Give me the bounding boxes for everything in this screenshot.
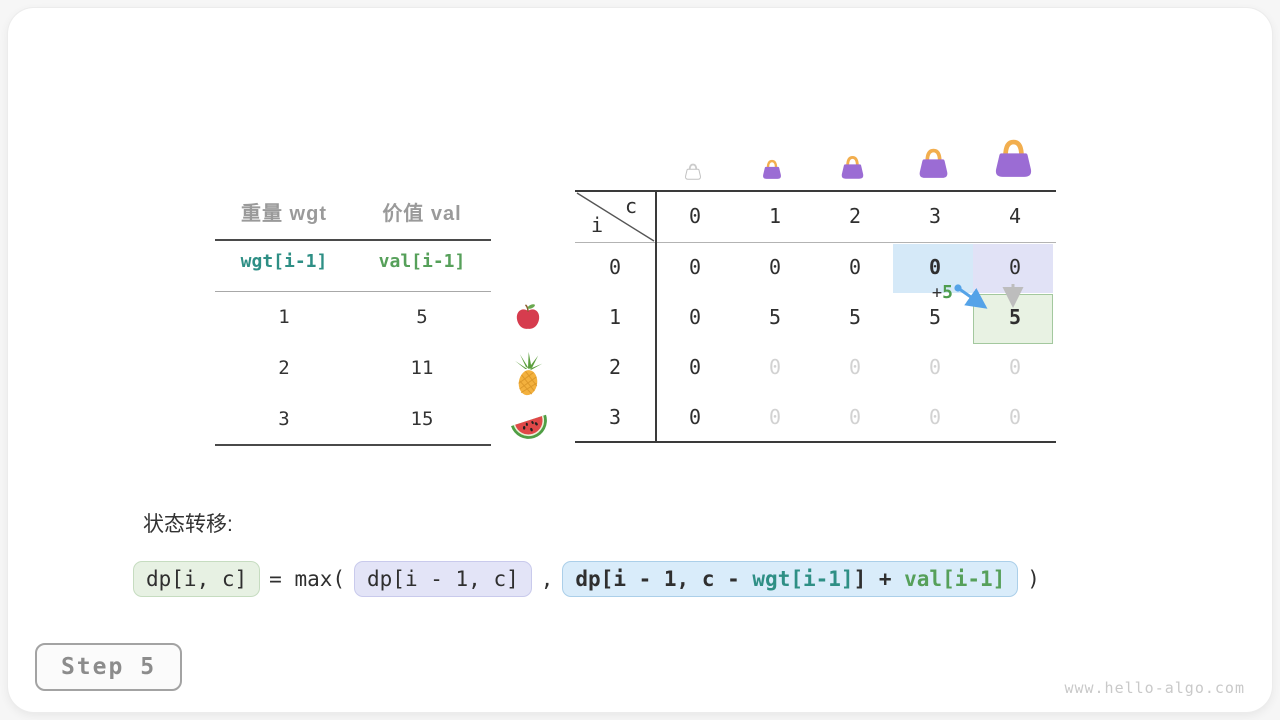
row-var-label: i <box>591 213 604 237</box>
col-var-label: c <box>624 194 637 218</box>
row-header: 2 <box>608 355 622 379</box>
val-term: val[i-1] <box>904 567 1006 591</box>
val-subheader: val[i-1] <box>378 251 466 272</box>
state-transition-label: 状态转移: <box>143 513 233 536</box>
wgt-term: wgt[i-1] <box>752 567 854 591</box>
watermark: www.hello-algo.com <box>1064 679 1245 697</box>
empty-bag-icon <box>683 162 703 185</box>
col-header: 4 <box>1008 204 1022 228</box>
formula-option2: dp[i - 1, c - wgt[i-1]] + val[i-1] <box>562 561 1019 597</box>
dp-cell: 0 <box>688 405 702 429</box>
formula-lhs: dp[i, c] <box>133 561 261 597</box>
bag-icon-3 <box>915 146 952 185</box>
dp-cell-pending: 0 <box>768 405 782 429</box>
weight-column-header: 重量 wgt <box>241 203 327 225</box>
row-header: 3 <box>608 405 622 429</box>
formula-close-paren: ) <box>1027 567 1040 591</box>
divider <box>575 441 1056 443</box>
row-header: 1 <box>608 305 622 329</box>
divider <box>575 190 1056 192</box>
watermelon-icon <box>509 406 549 442</box>
value-cell: 5 <box>416 306 428 328</box>
dp-cell: 0 <box>688 305 702 329</box>
dp-cell-source-lavender: 0 <box>1008 255 1022 279</box>
divider <box>575 242 1056 243</box>
dp-cell: 0 <box>768 255 782 279</box>
weight-cell: 2 <box>278 357 290 379</box>
dp-cell: 0 <box>688 255 702 279</box>
dp-cell: 5 <box>768 305 782 329</box>
dp-cell-pending: 0 <box>848 355 862 379</box>
wgt-subheader: wgt[i-1] <box>240 251 328 272</box>
bag-icon-4 <box>990 136 1037 185</box>
col-header: 3 <box>928 204 942 228</box>
col-header: 0 <box>688 204 702 228</box>
pineapple-icon <box>511 352 545 398</box>
items-table: 重量 wgt 价值 val wgt[i-1] val[i-1] 1 5 2 11… <box>215 195 491 447</box>
dp-cell-pending: 0 <box>1008 355 1022 379</box>
dp-cell-pending: 0 <box>928 405 942 429</box>
divider <box>215 444 491 446</box>
dp-cell: 5 <box>928 305 942 329</box>
bag-icon-2 <box>838 154 867 185</box>
state-transition-formula: dp[i, c] = max( dp[i - 1, c] , dp[i - 1,… <box>133 561 1040 597</box>
dp-cell: 0 <box>848 255 862 279</box>
col-header: 2 <box>848 204 862 228</box>
dp-cell-pending: 0 <box>848 405 862 429</box>
step-badge: Step 5 <box>35 643 182 691</box>
dp-cell: 5 <box>848 305 862 329</box>
plus-value-annotation: +5 <box>931 282 953 303</box>
value-cell: 15 <box>410 408 434 430</box>
formula-equals: = max( <box>269 567 346 591</box>
bag-icon-1 <box>760 158 784 185</box>
weight-cell: 3 <box>278 408 290 430</box>
weight-cell: 1 <box>278 306 290 328</box>
dp-cell-source-blue: 0 <box>928 255 942 279</box>
formula-option1: dp[i - 1, c] <box>354 561 532 597</box>
formula-comma: , <box>540 567 554 591</box>
dp-cell: 0 <box>688 355 702 379</box>
value-column-header: 价值 val <box>382 203 462 225</box>
apple-icon <box>513 302 543 332</box>
table-row: 2 11 <box>215 357 491 383</box>
corner-header-cell: c i <box>575 190 655 242</box>
dp-cell-pending: 0 <box>768 355 782 379</box>
divider <box>215 291 491 292</box>
table-row: 1 5 <box>215 306 491 332</box>
dp-cell-pending: 0 <box>1008 405 1022 429</box>
value-cell: 11 <box>410 357 434 379</box>
capacity-bags-row <box>575 128 1055 188</box>
row-header: 0 <box>608 255 622 279</box>
figure-card: 重量 wgt 价值 val wgt[i-1] val[i-1] 1 5 2 11… <box>8 8 1272 712</box>
divider <box>215 239 491 241</box>
dp-table: c i 0 1 2 3 4 0 0 0 0 0 0 1 0 5 5 5 5 2 … <box>575 190 1056 444</box>
divider <box>655 190 657 443</box>
table-row: 3 15 <box>215 408 491 434</box>
col-header: 1 <box>768 204 782 228</box>
items-table-header: 重量 wgt 价值 val <box>215 197 491 225</box>
dp-cell-pending: 0 <box>928 355 942 379</box>
items-table-subheader: wgt[i-1] val[i-1] <box>215 251 491 277</box>
dp-cell-result: 5 <box>1008 305 1022 329</box>
